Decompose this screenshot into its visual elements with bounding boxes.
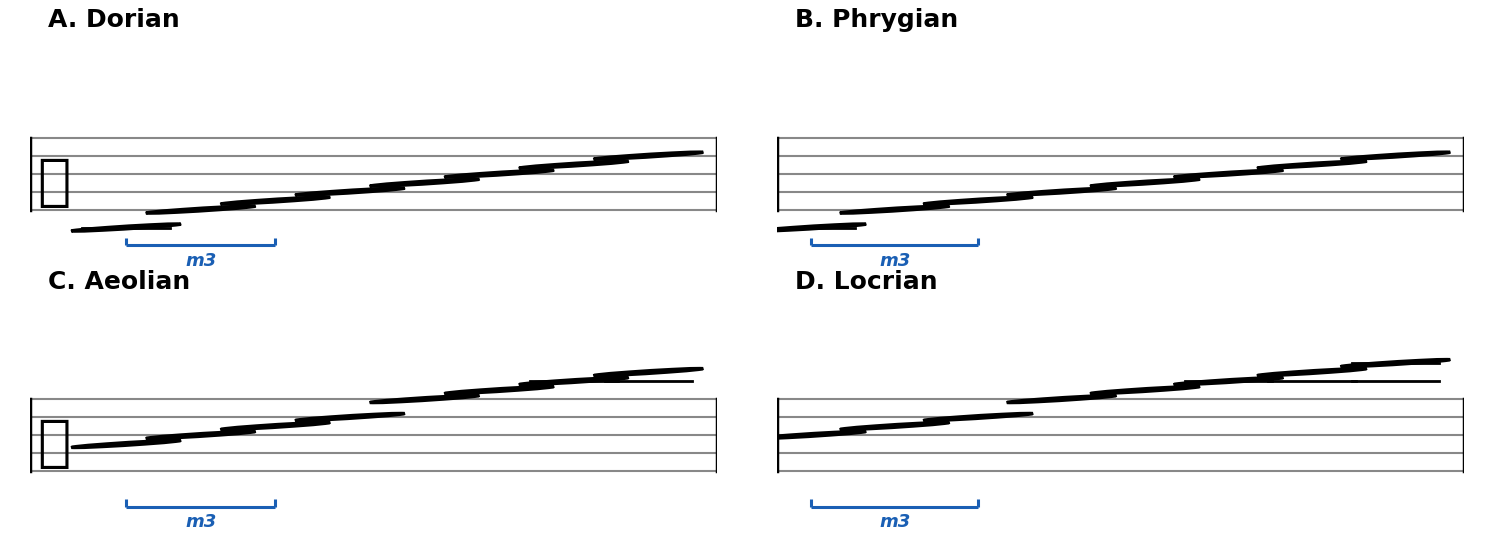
Ellipse shape: [518, 378, 629, 385]
Ellipse shape: [923, 413, 1034, 421]
Ellipse shape: [1340, 152, 1451, 160]
Ellipse shape: [923, 197, 1034, 204]
Text: C. Aeolian: C. Aeolian: [48, 270, 190, 294]
Text: m3: m3: [185, 513, 217, 531]
Ellipse shape: [756, 224, 867, 231]
Ellipse shape: [444, 386, 554, 394]
Ellipse shape: [369, 395, 480, 403]
Text: 𝄞: 𝄞: [37, 156, 70, 210]
Ellipse shape: [1256, 161, 1367, 168]
Text: A. Dorian: A. Dorian: [48, 8, 179, 32]
Ellipse shape: [1340, 359, 1451, 367]
Ellipse shape: [72, 440, 181, 448]
Ellipse shape: [72, 224, 181, 231]
Ellipse shape: [369, 179, 480, 186]
Ellipse shape: [840, 206, 950, 214]
Text: D. Locrian: D. Locrian: [795, 270, 937, 294]
Ellipse shape: [593, 152, 704, 160]
Ellipse shape: [1091, 386, 1200, 394]
Ellipse shape: [146, 206, 255, 214]
Text: B. Phrygian: B. Phrygian: [795, 8, 958, 32]
Text: m3: m3: [185, 252, 217, 270]
Ellipse shape: [1091, 179, 1200, 186]
Ellipse shape: [1256, 369, 1367, 376]
Ellipse shape: [294, 413, 405, 421]
Ellipse shape: [593, 369, 704, 376]
Ellipse shape: [294, 188, 405, 195]
Ellipse shape: [444, 170, 554, 177]
Ellipse shape: [146, 431, 255, 439]
Text: m3: m3: [878, 252, 910, 270]
Ellipse shape: [840, 422, 950, 430]
Ellipse shape: [220, 422, 330, 430]
Ellipse shape: [1173, 170, 1283, 177]
Ellipse shape: [220, 197, 330, 204]
Text: 𝄞: 𝄞: [37, 417, 70, 471]
Ellipse shape: [1007, 188, 1116, 195]
Text: m3: m3: [878, 513, 910, 531]
Ellipse shape: [756, 431, 867, 439]
Ellipse shape: [1007, 395, 1116, 403]
Ellipse shape: [518, 161, 629, 168]
Ellipse shape: [1173, 378, 1283, 385]
